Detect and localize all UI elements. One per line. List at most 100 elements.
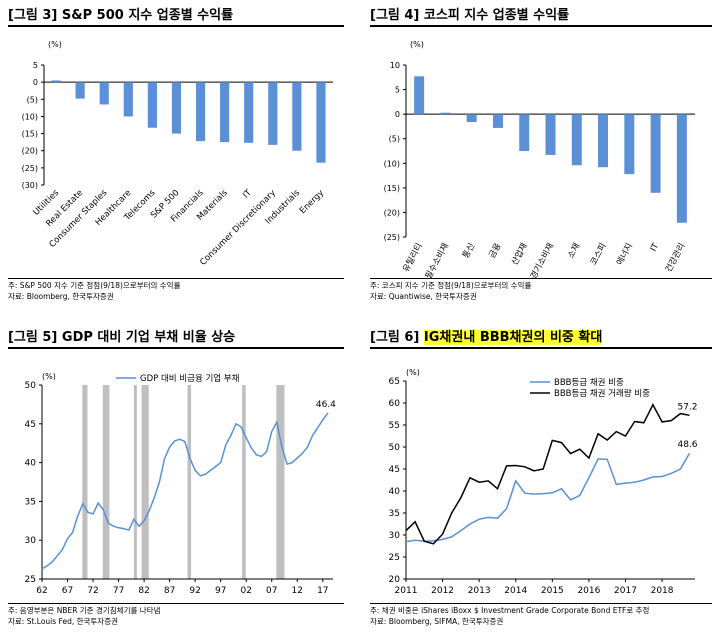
y-tick-label: (15)	[384, 184, 400, 193]
y-tick-label: 30	[389, 531, 401, 541]
bar	[99, 82, 109, 105]
bar	[598, 114, 609, 168]
x-tick-label: IT	[649, 241, 662, 253]
x-tick-label: 87	[164, 586, 175, 596]
y-tick-label: (10)	[384, 159, 400, 168]
note-divider	[370, 603, 712, 604]
x-tick-label: 2013	[468, 586, 491, 596]
bar	[545, 114, 556, 155]
bar	[571, 114, 582, 166]
unit-label: (%)	[406, 368, 420, 377]
bar	[676, 114, 687, 223]
y-tick-label: 60	[389, 399, 401, 409]
figure-title: GDP 대비 기업 부채 비율 상승	[61, 330, 236, 345]
y-tick-label: 25	[25, 575, 36, 585]
figure-number: [그림 6]	[370, 330, 420, 345]
y-tick-label: 50	[389, 443, 401, 453]
x-tick-label: 코스피	[589, 242, 609, 267]
y-tick-label: 20	[389, 575, 401, 585]
x-tick-label: 산업재	[509, 241, 530, 267]
y-tick-label: 65	[389, 377, 400, 387]
legend-label: GDP 대비 비금융 기업 부채	[140, 373, 239, 384]
y-tick-label: (5)	[27, 95, 38, 104]
x-tick-label: 금융	[487, 242, 503, 261]
y-tick-label: 55	[389, 421, 400, 431]
x-tick-label: IT	[241, 187, 254, 200]
y-tick-label: 10	[390, 61, 400, 70]
series-line	[41, 412, 329, 570]
recession-band	[141, 385, 149, 579]
x-tick-label: 92	[189, 586, 200, 596]
panel-title: [그림 4] 코스피 지수 업종별 수익률	[370, 5, 712, 27]
figure-number: [그림 4]	[370, 8, 420, 23]
panel-title: [그림 6] IG채권내 BBB채권의 비중 확대	[370, 327, 712, 349]
y-tick-label: (10)	[22, 112, 38, 121]
sp500-sector-bar-chart: (%)50(5)(10)(15)(20)(25)(30)UtilitiesRea…	[22, 40, 333, 268]
legend-label: BBB등급 채권 비중	[554, 377, 624, 388]
y-tick-label: (15)	[22, 130, 38, 139]
recession-band	[102, 385, 110, 579]
figure-number: [그림 5]	[8, 330, 58, 345]
figure-title: 코스피 지수 업종별 수익률	[423, 8, 570, 23]
bar	[268, 82, 278, 145]
x-tick-label: 77	[113, 586, 124, 596]
x-tick-label: Energy	[298, 188, 326, 216]
bar	[466, 114, 477, 123]
chart-note: 주: 음영부분은 NBER 기준 경기침체기를 나타냄	[8, 606, 161, 615]
y-tick-label: (25)	[384, 233, 400, 242]
chart-panel-corporate-debt: [그림 5] GDP 대비 기업 부채 비율 상승 (%) 25 30 35 40 45 5…	[8, 327, 344, 630]
bbb-share-line-chart: (%) 20 25 30 35 40 45 50 55 60 65 2011 2012 2013 2014 2…	[389, 368, 698, 596]
y-tick-label: 45	[25, 420, 36, 430]
y-tick-label: (20)	[22, 147, 38, 156]
chart-source: 자료: Bloomberg, 한국투자증권	[8, 292, 114, 301]
bar	[75, 82, 85, 99]
x-tick-label: 필수소비재	[423, 241, 451, 279]
chart-source: 자료: Quantiwise, 한국투자증권	[370, 292, 477, 301]
x-tick-label: 경기소비재	[528, 241, 556, 279]
x-tick-label: 2011	[395, 586, 418, 596]
recession-band	[276, 385, 285, 579]
y-tick-label: 35	[25, 497, 36, 507]
bar	[147, 82, 157, 128]
y-tick-label: 40	[389, 487, 401, 497]
x-tick-label: 통신	[461, 242, 477, 261]
panel-title: [그림 3] S&P 500 지수 업종별 수익률	[8, 5, 344, 27]
x-tick-label: 2016	[577, 586, 600, 596]
legend-label: BBB등급 채권 거래량 비중	[554, 388, 650, 399]
bar	[650, 114, 661, 193]
chart-source: 자료: Bloomberg, SIFMA, 한국투자증권	[370, 617, 504, 626]
x-tick-label: 72	[87, 586, 98, 596]
note-divider	[8, 603, 344, 604]
x-tick-label: 17	[317, 586, 328, 596]
figure-title: S&P 500 지수 업종별 수익률	[61, 8, 234, 23]
bar	[195, 82, 206, 142]
bar	[292, 82, 302, 151]
kospi-sector-bar-chart: (%) 10 5 0 (5) (10) (15) (20) (25)유틸리티 필수소비재 통신 금융 산…	[384, 40, 695, 279]
recession-band	[82, 385, 88, 579]
x-tick-label: 07	[266, 586, 277, 596]
x-tick-label: 67	[62, 586, 73, 596]
x-tick-label: 2014	[504, 586, 527, 596]
unit-label: (%)	[48, 40, 62, 49]
bar	[492, 114, 503, 128]
y-tick-label: 50	[25, 381, 37, 391]
y-tick-label: 35	[389, 509, 400, 519]
chart-note: 주: 채권 비중은 iShares iBoxx $ Investment Gra…	[370, 606, 650, 615]
y-tick-label: 5	[33, 61, 38, 70]
y-tick-label: (20)	[384, 208, 400, 217]
y-tick-label: 5	[395, 86, 400, 95]
y-tick-label: 45	[389, 465, 400, 475]
unit-label: (%)	[410, 40, 424, 49]
bar	[220, 82, 230, 143]
recession-band	[133, 385, 137, 579]
x-tick-label: 2015	[541, 586, 564, 596]
unit-label: (%)	[42, 372, 56, 381]
figure-title: IG채권내 BBB채권의 비중 확대	[423, 330, 603, 345]
figure-number: [그림 3]	[8, 8, 58, 23]
note-divider	[370, 278, 712, 279]
bar	[171, 82, 182, 134]
x-tick-label: 97	[215, 586, 226, 596]
bar	[624, 114, 635, 175]
y-tick-label: 0	[395, 110, 400, 119]
bar	[316, 82, 326, 163]
